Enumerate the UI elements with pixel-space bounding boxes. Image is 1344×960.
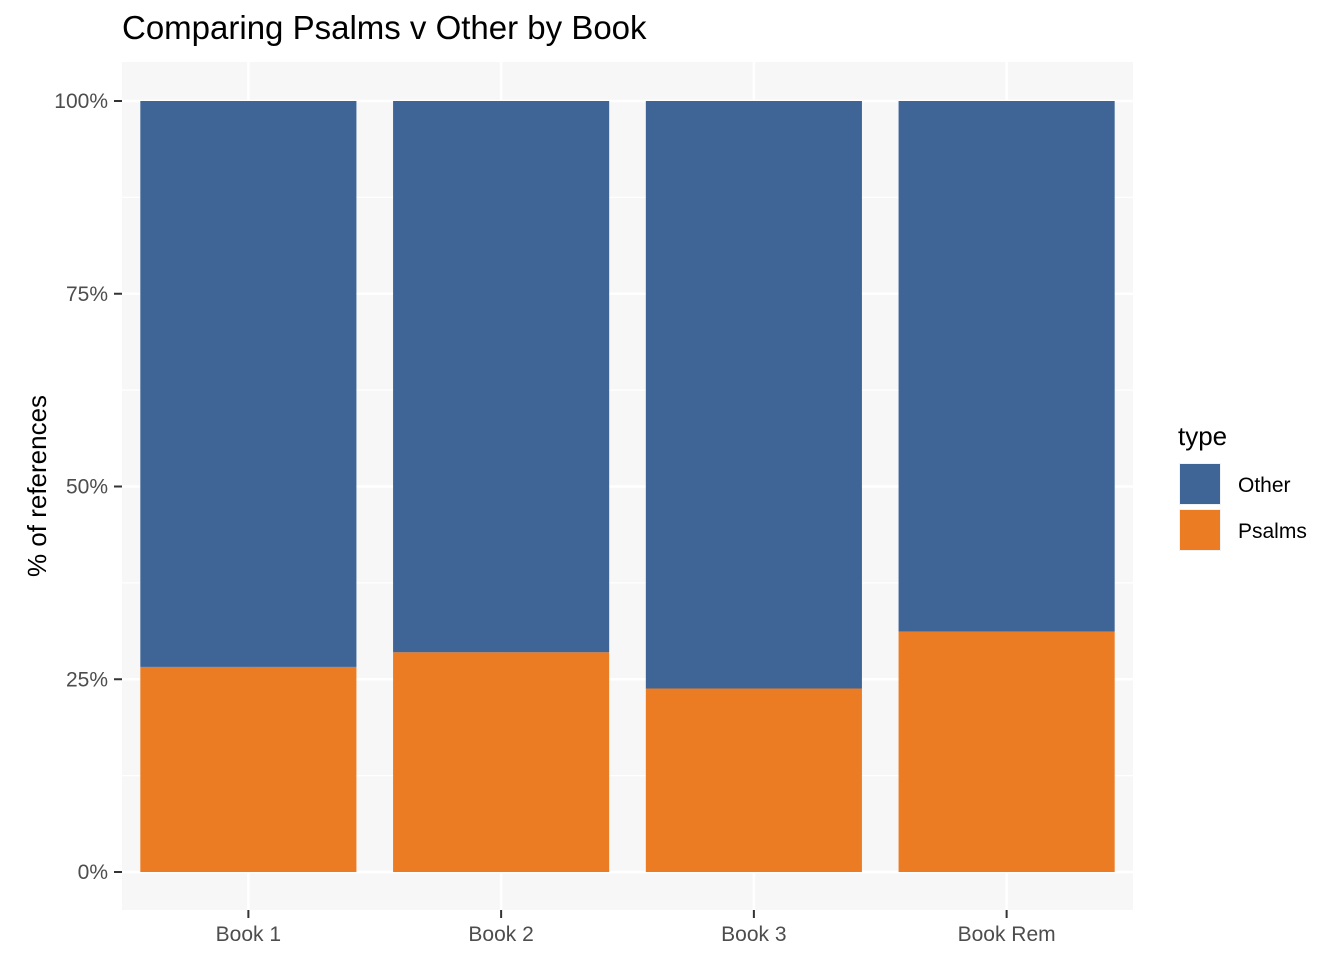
legend-label-psalms: Psalms: [1238, 520, 1307, 543]
bar-other-book-1: [140, 101, 357, 667]
x-tick-label: Book 2: [468, 923, 533, 946]
x-tick-label: Book 3: [721, 923, 786, 946]
legend-swatch-psalms: [1180, 510, 1220, 550]
legend-label-other: Other: [1238, 474, 1291, 497]
y-tick-label: 25%: [66, 668, 108, 691]
bar-psalms-book-2: [393, 652, 610, 872]
chart-title: Comparing Psalms v Other by Book: [122, 9, 647, 46]
legend-title: type: [1178, 421, 1227, 451]
y-axis-title: % of references: [22, 395, 52, 577]
bar-psalms-book-rem: [898, 631, 1115, 872]
x-axis: Book 1 Book 2 Book 3 Book Rem: [216, 910, 1056, 946]
y-tick-label: 100%: [54, 90, 108, 113]
bar-psalms-book-3: [645, 688, 862, 872]
bar-psalms-book-1: [140, 666, 357, 872]
x-tick-label: Book Rem: [958, 923, 1056, 946]
y-tick-label: 75%: [66, 283, 108, 306]
legend-swatch-other: [1180, 464, 1220, 504]
bar-other-book-3: [645, 101, 862, 689]
bar-other-book-2: [393, 101, 610, 653]
legend: type Other Psalms: [1178, 421, 1307, 551]
x-tick-label: Book 1: [216, 923, 281, 946]
y-axis: 0% 25% 50% 75% 100%: [54, 90, 122, 884]
bars: [140, 101, 1115, 872]
y-tick-label: 50%: [66, 476, 108, 499]
y-tick-label: 0%: [78, 861, 108, 884]
bar-other-book-rem: [898, 101, 1115, 632]
